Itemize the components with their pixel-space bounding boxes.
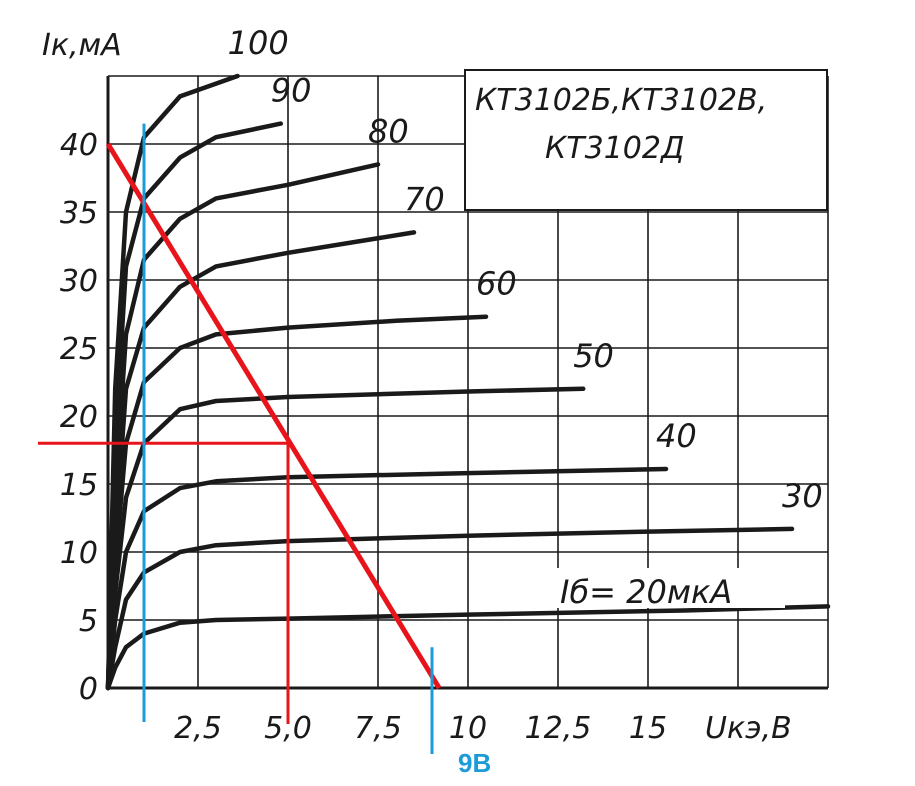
x-tick-label: 7,5: [354, 711, 402, 746]
y-tick-label: 10: [60, 536, 98, 571]
curve-label: 90: [271, 72, 312, 110]
curve-ib-40: [105, 466, 669, 691]
x-tick-label: 15: [629, 711, 667, 746]
curve-label: 100: [228, 24, 289, 62]
curve-label: 80: [368, 112, 409, 150]
y-tick-label: 30: [60, 264, 98, 299]
curve-label: 70: [404, 180, 445, 218]
base-current-label-box: [555, 568, 785, 608]
blue-marker-label: 9В: [458, 748, 491, 778]
curve-ib-50: [105, 386, 586, 691]
chart-title-line2: КТ3102Д: [545, 131, 684, 166]
x-tick-label: 2,5: [174, 711, 222, 746]
y-tick-label: 35: [60, 196, 98, 231]
curve-label: 30: [782, 477, 823, 515]
annotations: [38, 123, 442, 754]
base-current-label: Iб= 20мкА: [560, 573, 732, 611]
y-tick-label: 5: [79, 604, 98, 639]
curve-labels: 30 40 50 60 70 80 90 100: [228, 24, 823, 515]
x-tick-label: 12,5: [525, 711, 592, 746]
y-tick-label: 0: [79, 672, 98, 707]
y-axis-label: Iк,мА: [42, 28, 122, 63]
title-box: [464, 69, 828, 211]
curve-ib-60: [105, 314, 489, 691]
y-tick-label: 25: [60, 332, 98, 367]
x-tick-label: 10: [449, 711, 487, 746]
load-line: [105, 142, 442, 690]
curve-ib-80: [105, 162, 381, 691]
curve-ib-100: [105, 73, 240, 691]
curve-ib-30: [105, 526, 795, 691]
x-axis-label: Uкэ,В: [705, 711, 792, 746]
curve-label: 40: [656, 417, 697, 455]
curve-ib-70: [105, 230, 417, 691]
y-tick-label: 40: [60, 128, 98, 163]
curve-label: 50: [573, 337, 614, 375]
chart-title-line1: КТ3102Б,КТ3102В,: [475, 83, 767, 118]
curve-label: 60: [476, 265, 517, 303]
y-tick-label: 20: [60, 400, 98, 435]
curve-ib-20: [105, 604, 831, 691]
y-tick-label: 15: [60, 468, 98, 503]
